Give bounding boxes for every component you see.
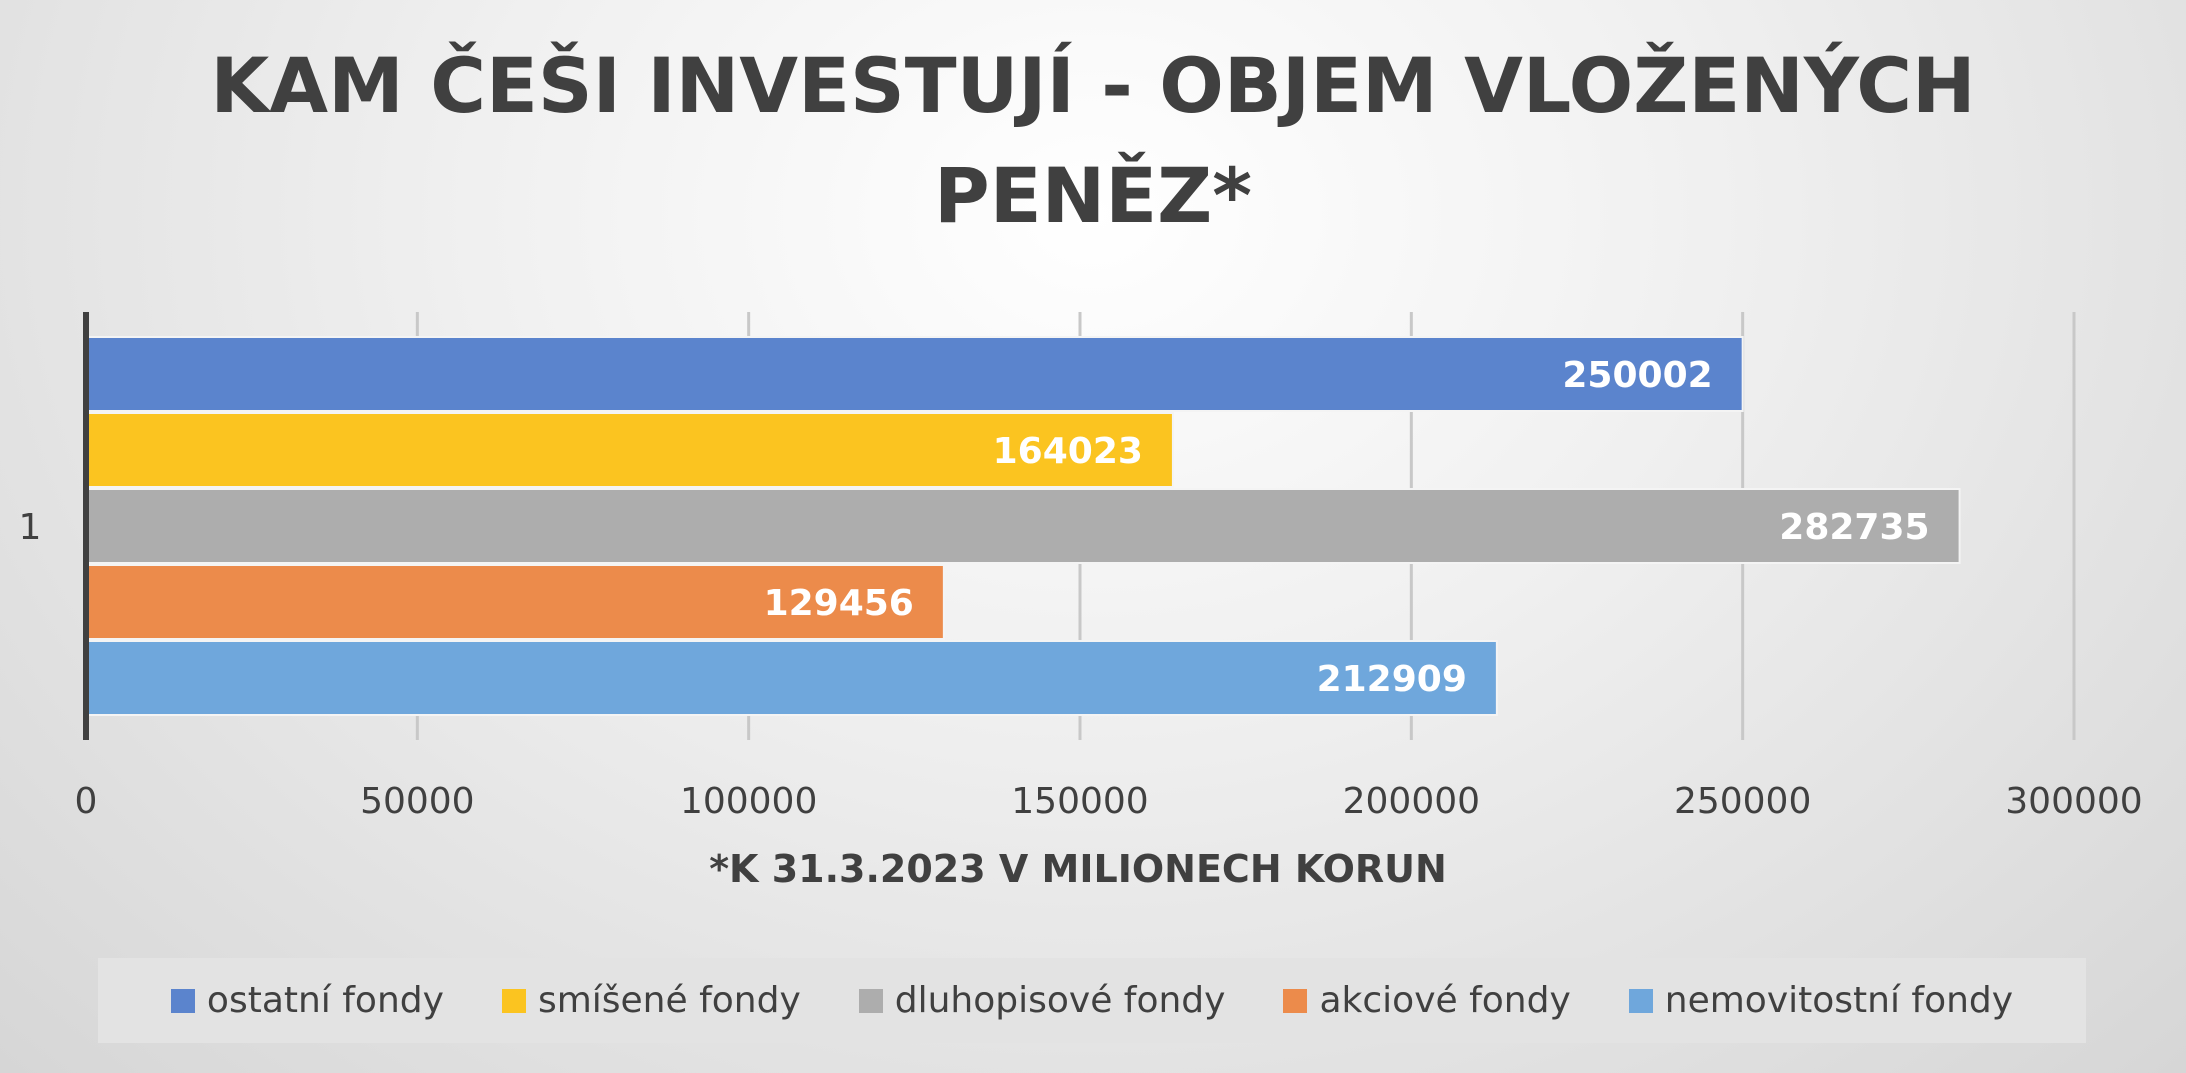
legend-item: akciové fondy xyxy=(1283,980,1571,1021)
data-label: 282735 xyxy=(1779,507,1929,548)
legend: ostatní fondy smíšené fondy dluhopisové fo… xyxy=(98,958,2086,1043)
legend-item: smíšené fondy xyxy=(501,980,801,1021)
data-labels: 250002 164023 282735 129456 212909 xyxy=(764,355,1930,700)
chart-title-line: PENĚZ* xyxy=(934,151,1252,240)
y-category-label: 1 xyxy=(19,507,42,548)
x-tick-label: 0 xyxy=(75,781,98,822)
legend-label: akciové fondy xyxy=(1319,980,1571,1021)
chart-title: KAM ČEŠI INVESTUJÍ - OBJEM VLOŽENÝCH PENĚ… xyxy=(210,40,1975,240)
bar xyxy=(85,564,945,640)
legend-item: dluhopisové fondy xyxy=(858,980,1226,1021)
legend-label: ostatní fondy xyxy=(206,980,444,1021)
legend-label: dluhopisové fondy xyxy=(894,980,1226,1021)
x-tick-label: 150000 xyxy=(1011,781,1148,822)
bar xyxy=(85,488,1961,564)
data-label: 250002 xyxy=(1562,355,1712,396)
bar xyxy=(85,336,1744,412)
data-label: 212909 xyxy=(1317,659,1467,700)
x-tick-label: 200000 xyxy=(1343,781,1480,822)
legend-item: nemovitostní fondy xyxy=(1628,980,2014,1021)
legend-swatch xyxy=(858,988,883,1013)
legend-swatch xyxy=(1283,988,1308,1013)
axes: 0 50000 100000 150000 200000 250000 300000 1 *K … xyxy=(19,312,2143,891)
x-tick-label: 50000 xyxy=(360,781,475,822)
data-label: 129456 xyxy=(764,583,914,624)
bars xyxy=(85,336,1961,716)
legend-label: nemovitostní fondy xyxy=(1664,980,2014,1021)
bar xyxy=(85,640,1498,716)
data-label: 164023 xyxy=(993,431,1143,472)
legend-label: smíšené fondy xyxy=(537,980,801,1021)
chart-title-line: KAM ČEŠI INVESTUJÍ - OBJEM VLOŽENÝCH xyxy=(210,40,1975,130)
x-tick-label: 250000 xyxy=(1674,781,1811,822)
x-axis-title: *K 31.3.2023 V MILIONECH KORUN xyxy=(709,847,1447,891)
legend-swatch xyxy=(501,988,526,1013)
x-tick-label: 100000 xyxy=(680,781,817,822)
legend-item: ostatní fondy xyxy=(170,980,444,1021)
legend-swatch xyxy=(1628,988,1653,1013)
x-tick-label: 300000 xyxy=(2005,781,2142,822)
legend-swatch xyxy=(170,988,195,1013)
